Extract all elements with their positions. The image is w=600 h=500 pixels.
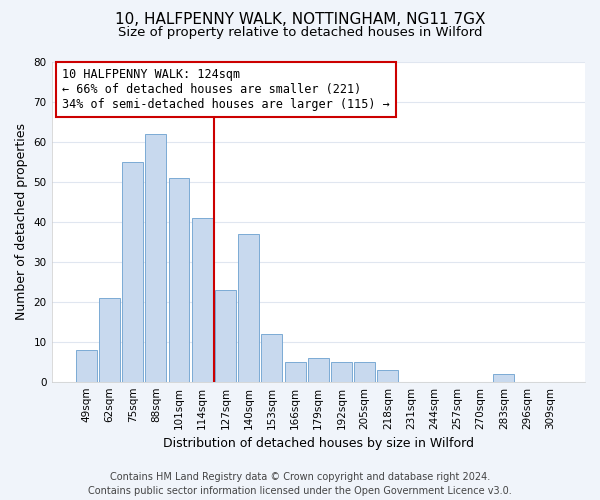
Bar [238, 234, 259, 382]
Bar [262, 334, 283, 382]
Bar [76, 350, 97, 382]
Bar [169, 178, 190, 382]
Bar [308, 358, 329, 382]
Bar [493, 374, 514, 382]
Text: Contains HM Land Registry data © Crown copyright and database right 2024.
Contai: Contains HM Land Registry data © Crown c… [88, 472, 512, 496]
Bar [192, 218, 212, 382]
Bar [377, 370, 398, 382]
Text: 10, HALFPENNY WALK, NOTTINGHAM, NG11 7GX: 10, HALFPENNY WALK, NOTTINGHAM, NG11 7GX [115, 12, 485, 28]
Bar [122, 162, 143, 382]
Bar [145, 134, 166, 382]
Text: Size of property relative to detached houses in Wilford: Size of property relative to detached ho… [118, 26, 482, 39]
Bar [215, 290, 236, 382]
Bar [99, 298, 120, 382]
Bar [354, 362, 375, 382]
X-axis label: Distribution of detached houses by size in Wilford: Distribution of detached houses by size … [163, 437, 474, 450]
Bar [284, 362, 305, 382]
Text: 10 HALFPENNY WALK: 124sqm
← 66% of detached houses are smaller (221)
34% of semi: 10 HALFPENNY WALK: 124sqm ← 66% of detac… [62, 68, 390, 111]
Bar [331, 362, 352, 382]
Y-axis label: Number of detached properties: Number of detached properties [15, 123, 28, 320]
